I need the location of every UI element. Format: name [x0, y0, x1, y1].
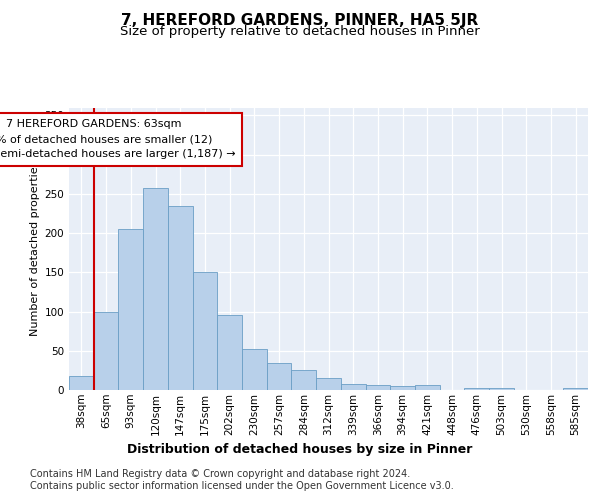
Bar [489, 388, 514, 390]
Bar [69, 376, 94, 390]
Bar [292, 370, 316, 390]
Bar [341, 384, 365, 390]
Bar [316, 378, 341, 390]
Bar [563, 388, 588, 390]
Bar [168, 206, 193, 390]
Bar [193, 272, 217, 390]
Text: Distribution of detached houses by size in Pinner: Distribution of detached houses by size … [127, 442, 473, 456]
Bar [143, 188, 168, 390]
Text: Contains HM Land Registry data © Crown copyright and database right 2024.
Contai: Contains HM Land Registry data © Crown c… [30, 469, 454, 490]
Bar [217, 316, 242, 390]
Bar [94, 312, 118, 390]
Bar [118, 229, 143, 390]
Bar [415, 386, 440, 390]
Bar [365, 386, 390, 390]
Bar [267, 362, 292, 390]
Bar [464, 388, 489, 390]
Y-axis label: Number of detached properties: Number of detached properties [30, 161, 40, 336]
Bar [390, 386, 415, 390]
Text: 7, HEREFORD GARDENS, PINNER, HA5 5JR: 7, HEREFORD GARDENS, PINNER, HA5 5JR [121, 12, 479, 28]
Bar [242, 349, 267, 390]
Text: Size of property relative to detached houses in Pinner: Size of property relative to detached ho… [120, 25, 480, 38]
Text: 7 HEREFORD GARDENS: 63sqm
← 1% of detached houses are smaller (12)
99% of semi-d: 7 HEREFORD GARDENS: 63sqm ← 1% of detach… [0, 120, 236, 159]
